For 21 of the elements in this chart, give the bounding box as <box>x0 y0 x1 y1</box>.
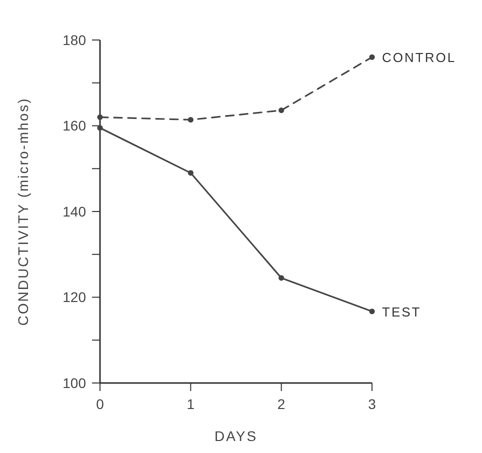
x-tick-label: 2 <box>277 396 286 412</box>
x-tick-label: 3 <box>368 396 376 412</box>
x-axis-title: DAYS <box>214 428 258 444</box>
point <box>278 275 284 281</box>
y-tick-label: 140 <box>62 203 86 220</box>
y-tick-label: 120 <box>62 289 86 306</box>
series-label: TEST <box>382 304 422 320</box>
point <box>97 114 103 120</box>
point <box>369 308 375 314</box>
point <box>188 116 194 123</box>
y-axis-title: CONDUCTIVITY (micro-mhos) <box>15 97 31 326</box>
x-tick-label: 1 <box>186 396 195 412</box>
point <box>97 125 103 131</box>
y-tick-label: 180 <box>62 32 86 48</box>
point <box>369 54 375 60</box>
y-tick-label: 100 <box>62 374 86 391</box>
point <box>278 108 284 114</box>
y-tick-label: 160 <box>62 118 86 134</box>
point <box>188 170 194 176</box>
x-tick-label: 0 <box>96 396 104 412</box>
series-label: CONTROL <box>382 50 456 66</box>
